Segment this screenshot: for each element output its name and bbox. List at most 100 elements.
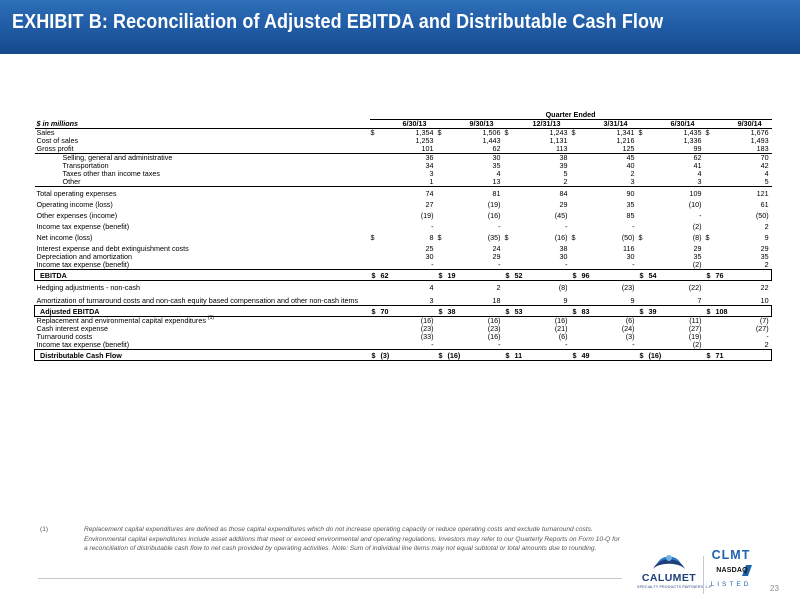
cell-value: - [632,259,635,269]
dollar-sign [638,261,647,270]
dollar-sign [638,170,647,178]
dollar-sign [437,198,446,209]
cell-value: 62 [378,268,437,281]
cell-value: 2 [764,339,769,349]
cell-value: (3) [625,331,635,341]
dollar-sign [504,170,513,178]
cell-value: 99 [693,143,702,153]
cell-value: (23) [487,323,501,333]
row-label-text: Taxes other than income taxes [62,168,160,178]
cell-value: 11 [512,348,571,361]
dollar-sign: $ [570,268,580,281]
dollar-sign [370,341,379,350]
table-row: Taxes other than income taxes 3 4 5 2 4 4 [35,168,772,178]
dollar-sign [571,145,580,154]
dollar-sign [638,316,647,325]
cell-value: 29 [760,243,769,253]
cell-value: 13 [492,176,501,186]
column-header: 3/31/14 [570,119,638,129]
dollar-sign: $ [437,232,442,242]
dollar-sign: $ [370,127,375,137]
dollar-sign [570,152,580,162]
dollar-sign [638,145,647,154]
cell-value: (3) [378,348,437,361]
dollar-sign [437,145,446,154]
table-row: Other expenses (income) (19) (16) (45) 85 - (5… [35,209,772,220]
cell-value: (10) [688,199,702,209]
cell-value: 36 [378,152,437,162]
table-row: EBITDA $62 $19 $52 $96 $54 $76 [34,268,773,281]
cell-value: 29 [559,199,568,209]
row-label-text: Other [62,176,81,186]
dollar-sign [369,185,379,198]
dollar-sign: $ [504,127,509,137]
dollar-sign [705,261,714,270]
dollar-sign [437,333,446,341]
dollar-sign [504,220,513,231]
cell-value: 3 [429,295,434,305]
cell-value: 22 [760,282,769,292]
cell-value: (23) [420,323,434,333]
cell-value: 39 [646,304,705,317]
cell-value: - [565,339,568,349]
cell-value: 35 [492,160,501,170]
row-label-text: Total operating expenses [36,188,117,198]
dollar-sign [638,325,647,333]
cell-value: 1,354 [415,127,434,137]
row-label: Gross profit [35,144,370,154]
cell-value: (50) [621,232,635,242]
cell-value: 1,243 [549,127,568,137]
dollar-sign [571,209,580,220]
row-label: Selling, general and administrative [34,152,370,162]
calumet-subtitle: SPECIALTY PRODUCTS PARTNERS, L.P. [637,585,713,589]
cell-value: 52 [512,268,571,281]
cell-value: 49 [579,348,638,361]
cell-value: 41 [693,160,702,170]
cell-value: (16) [487,315,501,325]
row-label: EBITDA [34,268,370,281]
footnote-ref: (1) [207,315,215,322]
dollar-sign [705,316,714,325]
row-label-text: Income tax expense (benefit) [36,221,130,231]
cell-value: 4 [697,168,702,178]
cell-value: 7 [697,295,702,305]
exchange-name: NASDAQ [716,567,748,574]
column-header: 6/30/14 [637,119,705,129]
cell-value: - [498,339,501,349]
dollar-sign: $ [437,127,442,137]
cell-value: (6) [558,331,568,341]
dollar-sign [705,220,714,231]
column-header: 12/31/13 [503,119,571,129]
cell-value: - [565,259,568,269]
cell-value: - [632,221,635,231]
cell-value: (16) [554,315,568,325]
cell-value: (45) [554,210,568,220]
dollar-sign [571,162,580,170]
table-row: Net income (loss) $8 $ (35) $ (16) $ (50) $ (8) $9 [35,231,772,242]
calumet-emblem-icon [653,555,685,569]
dollar-sign [638,178,647,187]
cell-value: 25 [425,243,434,253]
row-label-text: Depreciation and amortization [36,251,133,261]
logo-divider [703,556,704,594]
table-row: Total operating expenses 74 81 84 90 109 121 [34,185,772,198]
cell-value: (19) [487,199,501,209]
cell-value: (8) [692,232,702,242]
row-label-text: Operating income (loss) [36,199,113,209]
cell-value: (2) [692,339,702,349]
dollar-sign [704,185,714,198]
row-label-text: Cash interest expense [36,323,109,333]
dollar-sign [504,162,513,170]
reconciliation-table: Quarter Ended $ in millions 6/30/13 9/30… [34,110,773,361]
dollar-sign: $ [570,304,580,317]
dollar-sign [370,198,379,209]
row-label: Replacement and environmental capital ex… [35,316,370,325]
dollar-sign: $ [503,268,513,281]
dollar-sign [437,325,446,333]
dollar-sign [571,261,580,270]
quarter-ended-label: Quarter Ended [369,110,772,120]
dollar-sign [571,242,580,253]
cell-value: (16) [487,331,501,341]
ticker-symbol: CLMT [711,548,751,562]
dollar-sign: $ [637,304,647,317]
